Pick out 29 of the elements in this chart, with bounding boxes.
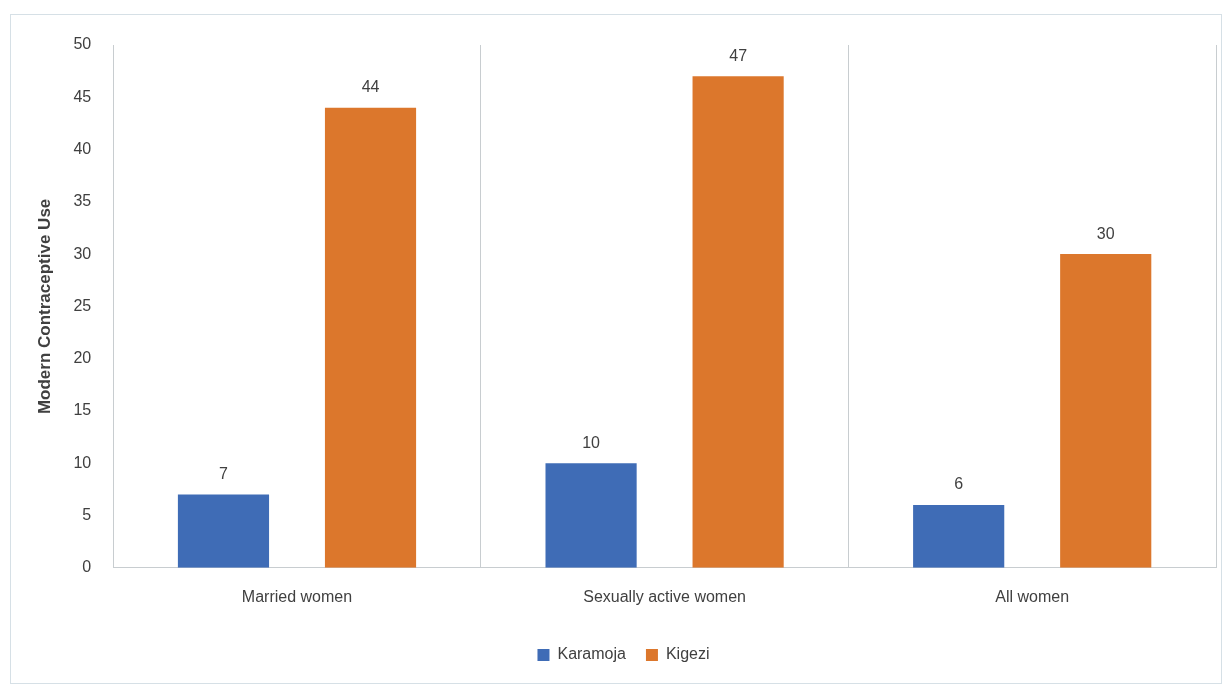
y-tick-label: 0 <box>82 558 92 576</box>
legend-label: Karamoja <box>557 645 627 663</box>
bar <box>1060 254 1152 568</box>
y-tick-label: 40 <box>73 139 92 157</box>
x-tick-label: Married women <box>241 587 353 605</box>
data-label: 10 <box>582 433 601 451</box>
y-tick-label: 10 <box>73 453 92 471</box>
y-tick-label: 50 <box>73 35 92 53</box>
bar <box>177 494 270 568</box>
data-label: 7 <box>219 465 229 483</box>
y-tick-label: 30 <box>73 244 92 262</box>
x-tick-label: All women <box>995 587 1070 605</box>
data-label: 30 <box>1096 224 1115 242</box>
bar <box>692 76 784 568</box>
bar <box>913 505 1005 568</box>
y-tick-label: 25 <box>73 296 92 314</box>
x-tick-label: Sexually active women <box>583 587 746 605</box>
y-tick-label: 35 <box>73 192 92 210</box>
y-tick-label: 15 <box>73 401 92 419</box>
y-tick-label: 5 <box>82 505 92 523</box>
data-label: 44 <box>361 78 380 96</box>
y-tick-label: 45 <box>73 87 92 105</box>
data-label: 6 <box>954 475 964 493</box>
data-label: 47 <box>729 46 748 64</box>
y-axis-title: Modern Contraceptive Use <box>34 198 54 415</box>
bar <box>324 107 417 568</box>
legend-label: Kigezi <box>665 645 710 663</box>
y-tick-label: 20 <box>73 349 92 367</box>
bar <box>545 463 637 568</box>
